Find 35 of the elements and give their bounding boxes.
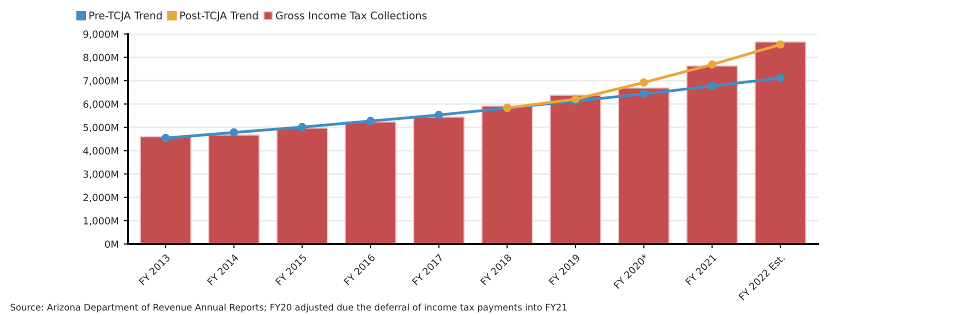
legend-label: Pre-TCJA Trend bbox=[89, 11, 162, 22]
point bbox=[640, 78, 648, 87]
point bbox=[366, 116, 375, 126]
point bbox=[776, 40, 785, 49]
point bbox=[776, 74, 785, 82]
bar bbox=[208, 134, 260, 244]
y-tick-label: 4,000M bbox=[83, 147, 118, 156]
point bbox=[230, 128, 238, 137]
point bbox=[708, 82, 716, 90]
bar bbox=[686, 65, 738, 244]
bar bbox=[618, 87, 670, 244]
y-tick-label: 7,000M bbox=[84, 77, 118, 86]
bar bbox=[413, 116, 465, 244]
point bbox=[298, 122, 306, 132]
y-tick-label: 6,000M bbox=[83, 100, 118, 109]
bar bbox=[754, 41, 806, 244]
y-tick-label: 3,000M bbox=[83, 170, 118, 179]
y-tick-label: 0M bbox=[105, 240, 118, 248]
point bbox=[640, 90, 648, 98]
source-note: Source: Arizona Department of Revenue Annual Reports; FY20 adjusted due the deferral of income tax payments into FY21 bbox=[10, 304, 567, 312]
legend-label: Post-TCJA Trend bbox=[180, 11, 258, 22]
y-tick-label: 9,000M bbox=[83, 30, 118, 39]
y-tick-label: 8,000M bbox=[83, 54, 118, 62]
bar bbox=[140, 136, 192, 244]
y-tick-label: 2,000M bbox=[83, 194, 118, 202]
y-tick-label: 1,000M bbox=[84, 217, 118, 226]
point bbox=[708, 60, 716, 69]
y-tick-label: 5,000M bbox=[84, 124, 118, 132]
bar bbox=[481, 106, 533, 244]
bar bbox=[550, 94, 602, 244]
point bbox=[434, 110, 444, 120]
bar bbox=[344, 121, 396, 244]
bar bbox=[276, 127, 328, 244]
legend-label: Gross Income Tax Collections bbox=[276, 11, 427, 20]
point bbox=[161, 134, 170, 142]
